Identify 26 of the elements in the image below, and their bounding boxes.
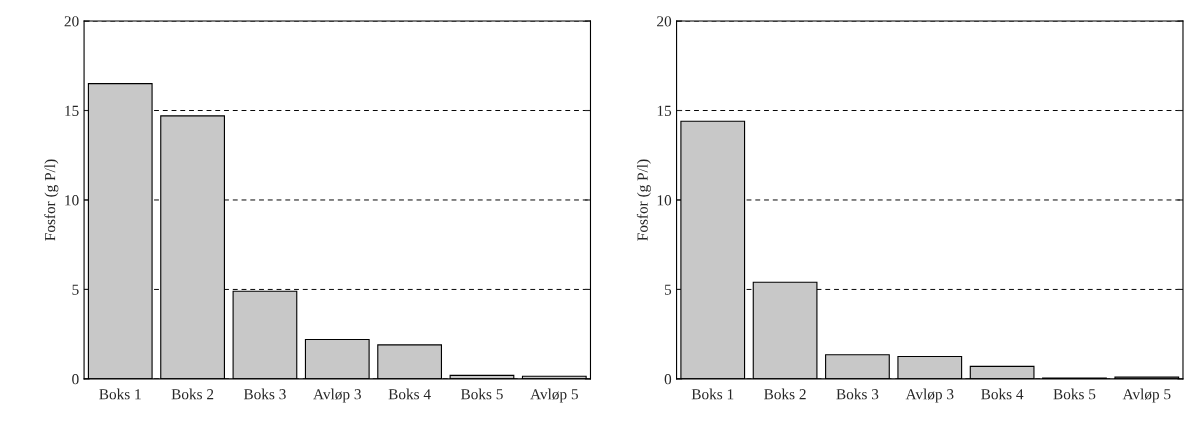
y-axis-title: Fosfor (g P/l)	[44, 159, 59, 241]
x-tick-label: Boks 2	[764, 388, 806, 400]
x-tick-label: Boks 4	[388, 388, 431, 400]
y-tick-label: 5	[664, 284, 672, 295]
x-tick-label: Avløp 5	[530, 388, 578, 403]
x-tick-label: Boks 3	[243, 388, 286, 400]
y-tick-label: 10	[657, 195, 672, 206]
y-tick-label: 15	[65, 105, 79, 116]
x-tick-label: Boks 5	[1053, 388, 1096, 400]
x-tick-label: Boks 2	[171, 388, 214, 400]
y-tick-label: 20	[64, 16, 79, 27]
x-tick-label: Avløp 3	[905, 388, 954, 403]
y-tick-label: 0	[72, 374, 79, 385]
y-tick-label: 15	[657, 105, 672, 116]
x-tick-label: Boks 4	[981, 388, 1024, 400]
x-tick-label: Boks 1	[691, 388, 734, 400]
y-tick-label: 20	[657, 16, 672, 27]
y-tick-label: 10	[65, 195, 79, 206]
x-tick-label: Boks 1	[99, 388, 141, 400]
x-tick-label: Avløp 5	[1122, 388, 1171, 403]
y-tick-label: 5	[72, 284, 79, 295]
y-axis-title: Fosfor (g P/l)	[636, 159, 651, 241]
x-tick-label: Boks 5	[460, 388, 503, 400]
y-tick-label: 0	[664, 374, 672, 385]
x-tick-label: Boks 3	[836, 388, 879, 400]
x-tick-label: Avløp 3	[313, 388, 361, 403]
